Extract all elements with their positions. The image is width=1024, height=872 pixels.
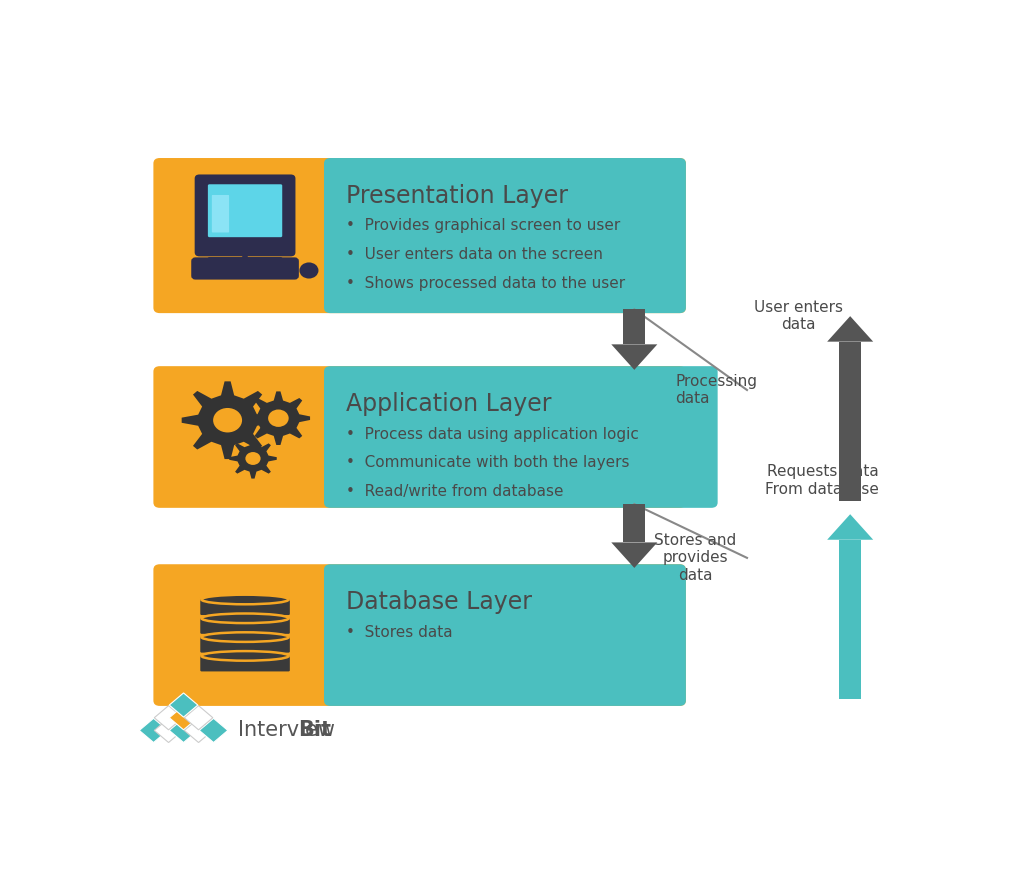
Polygon shape (155, 705, 183, 730)
Polygon shape (184, 719, 213, 743)
Text: Database Layer: Database Layer (346, 589, 532, 614)
Ellipse shape (202, 614, 289, 623)
FancyBboxPatch shape (208, 257, 283, 269)
Polygon shape (184, 705, 213, 730)
FancyBboxPatch shape (199, 617, 291, 635)
Ellipse shape (202, 595, 289, 604)
Text: Stores and
provides
data: Stores and provides data (654, 533, 736, 582)
FancyBboxPatch shape (199, 654, 291, 672)
Polygon shape (839, 540, 861, 698)
Text: Requests Data
From database: Requests Data From database (766, 465, 880, 497)
FancyBboxPatch shape (154, 564, 686, 706)
Text: •  Read/write from database: • Read/write from database (346, 484, 564, 500)
FancyBboxPatch shape (324, 564, 686, 706)
Text: User enters
data: User enters data (754, 300, 843, 332)
Polygon shape (624, 504, 645, 542)
FancyBboxPatch shape (212, 195, 229, 233)
Polygon shape (181, 381, 273, 459)
Circle shape (299, 262, 318, 278)
Text: Bit: Bit (299, 720, 332, 740)
Circle shape (246, 452, 261, 465)
FancyBboxPatch shape (195, 174, 296, 256)
Polygon shape (827, 317, 873, 342)
Polygon shape (611, 542, 657, 568)
Ellipse shape (202, 651, 289, 661)
Text: •  Communicate with both the layers: • Communicate with both the layers (346, 455, 630, 471)
FancyBboxPatch shape (154, 158, 686, 313)
FancyBboxPatch shape (154, 366, 686, 508)
Polygon shape (839, 342, 861, 501)
Text: •  Provides graphical screen to user: • Provides graphical screen to user (346, 219, 621, 234)
Circle shape (213, 408, 242, 433)
Polygon shape (155, 719, 183, 743)
Polygon shape (169, 705, 198, 730)
FancyBboxPatch shape (324, 366, 718, 508)
Polygon shape (169, 693, 198, 717)
Text: Application Layer: Application Layer (346, 392, 552, 416)
Circle shape (268, 410, 289, 427)
Polygon shape (169, 719, 198, 743)
Ellipse shape (202, 632, 289, 642)
Polygon shape (827, 514, 873, 540)
FancyBboxPatch shape (324, 158, 686, 313)
Polygon shape (200, 719, 227, 743)
Text: Presentation Layer: Presentation Layer (346, 183, 568, 208)
Polygon shape (247, 392, 310, 445)
Text: •  Shows processed data to the user: • Shows processed data to the user (346, 276, 626, 291)
Polygon shape (139, 719, 168, 743)
FancyBboxPatch shape (199, 597, 291, 617)
FancyBboxPatch shape (193, 258, 298, 278)
Polygon shape (229, 439, 276, 479)
Text: Processing
data: Processing data (676, 374, 758, 406)
Text: •  User enters data on the screen: • User enters data on the screen (346, 248, 603, 262)
Text: •  Stores data: • Stores data (346, 624, 453, 640)
FancyBboxPatch shape (199, 635, 291, 654)
Text: •  Process data using application logic: • Process data using application logic (346, 426, 639, 441)
Polygon shape (624, 310, 645, 344)
FancyBboxPatch shape (208, 184, 283, 237)
Polygon shape (611, 344, 657, 370)
Text: Interview: Interview (238, 720, 335, 740)
